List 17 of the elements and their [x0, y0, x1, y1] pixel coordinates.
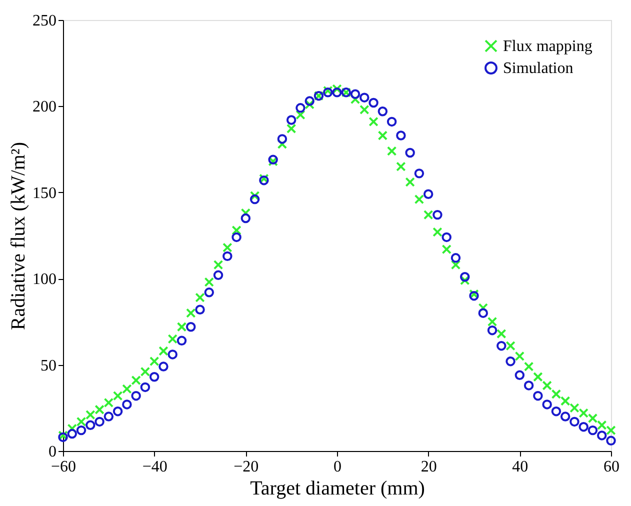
x-tick-label: 60 [604, 458, 620, 476]
x-tick-label: −40 [142, 458, 168, 476]
legend-label: Simulation [503, 60, 574, 77]
x-axis-title: Target diameter (mm) [250, 478, 425, 500]
x-tick-label: 40 [512, 458, 528, 476]
x-tick-label: 0 [334, 458, 342, 476]
x-tick-label: 20 [420, 458, 437, 476]
y-axis-title: Radiative flux (kW/m²) [8, 142, 30, 330]
y-tick-label: 200 [32, 98, 56, 116]
y-tick-label: 250 [32, 12, 56, 30]
y-tick-label: 150 [32, 184, 56, 202]
y-tick-label: 50 [40, 357, 56, 374]
legend-label: Flux mapping [503, 38, 592, 55]
x-tick-label: −60 [50, 458, 76, 476]
x-tick-label: −20 [234, 458, 259, 476]
y-tick-label: 100 [32, 271, 56, 288]
y-tick-label: 0 [48, 444, 56, 460]
